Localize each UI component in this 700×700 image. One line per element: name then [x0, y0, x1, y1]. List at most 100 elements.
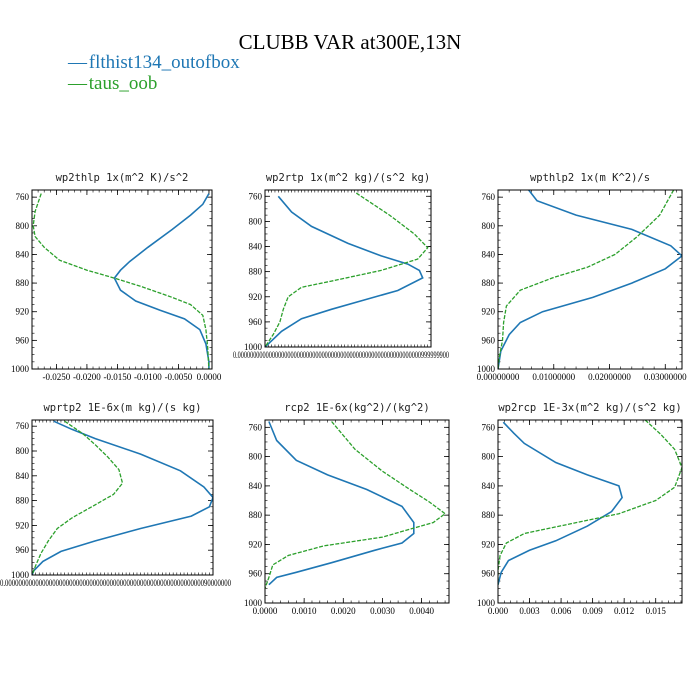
- x-tick-label: 0.01000000: [532, 372, 575, 382]
- legend-label: flthist134_outofbox: [88, 52, 240, 73]
- y-tick-label: 760: [482, 422, 496, 432]
- plot-frame: [497, 419, 683, 604]
- y-tick-label: 920: [482, 539, 496, 549]
- y-tick-label: 800: [249, 452, 263, 462]
- x-tick-label: -0.0050: [165, 372, 193, 382]
- y-tick-label: 960: [482, 569, 496, 579]
- y-tick-label: 840: [16, 471, 30, 481]
- y-tick-label: 1000: [244, 598, 263, 608]
- x-tick-label: -0.0250: [43, 372, 71, 382]
- y-tick-label: 840: [482, 249, 496, 259]
- plot-frame: [264, 189, 432, 348]
- x-tick-label: 0.006: [551, 606, 572, 616]
- series-line-1: [113, 193, 210, 369]
- panel-title: wp2rcp 1E-3x(m^2 kg)/(s^2 kg): [498, 402, 681, 414]
- y-tick-label: 1000: [11, 570, 30, 580]
- y-tick-label: 760: [249, 191, 263, 201]
- y-tick-label: 880: [249, 267, 263, 277]
- x-tick-label: 0.015: [646, 606, 667, 616]
- x-tick-label: 0.0020: [331, 606, 356, 616]
- x-tick-label: 0.0000: [253, 606, 278, 616]
- y-tick-label: 1000: [477, 598, 496, 608]
- x-tick-label: 0.003: [519, 606, 540, 616]
- x-tick-label: -0.0100: [134, 372, 162, 382]
- y-tick-label: 960: [482, 335, 496, 345]
- y-tick-label: 880: [482, 278, 496, 288]
- x-tick-label: 0.00000000000000000000000000000000000000…: [233, 350, 449, 360]
- x-tick-label: 0.012: [614, 606, 634, 616]
- y-tick-label: 840: [482, 481, 496, 491]
- x-tick-label: 0.00000000000000000000000000000000000000…: [0, 578, 231, 588]
- series-line-1: [32, 420, 213, 575]
- y-tick-label: 840: [249, 242, 263, 252]
- panel-title: wpthlp2 1x(m K^2)/s: [530, 172, 650, 184]
- y-tick-label: 840: [16, 249, 30, 259]
- plot-frame: [31, 189, 213, 370]
- plot-frame: [497, 189, 683, 370]
- y-tick-label: 960: [249, 317, 263, 327]
- x-tick-label: 0.000: [488, 606, 509, 616]
- y-tick-label: 960: [16, 335, 30, 345]
- series-line-2: [498, 420, 682, 585]
- x-tick-label: 0.0040: [409, 606, 434, 616]
- y-tick-label: 920: [16, 307, 30, 317]
- legend-label: taus_oob: [88, 73, 158, 94]
- panel-title: wprtp2 1E-6x(m kg)/(s kg): [43, 402, 201, 414]
- legend-entry-series-1: — flthist134_outofbox: [68, 53, 240, 73]
- plot-frame: [264, 419, 450, 604]
- legend-entry-series-2: — taus_oob: [68, 74, 157, 94]
- x-tick-label: 0.0010: [292, 606, 317, 616]
- y-tick-label: 800: [249, 216, 263, 226]
- panel-title: rcp2 1E-6x(kg^2)/(kg^2): [284, 402, 429, 414]
- y-tick-label: 840: [249, 481, 263, 491]
- series-line-1: [498, 190, 682, 369]
- x-tick-label: 0.03000000: [644, 372, 687, 382]
- page-title: CLUBB VAR at300E,13N: [238, 30, 462, 54]
- y-tick-label: 1000: [477, 364, 496, 374]
- series-line-2: [265, 192, 429, 347]
- y-tick-label: 1000: [244, 342, 263, 352]
- panel-title: wp2thlp 1x(m^2 K)/s^2: [56, 172, 189, 184]
- y-tick-label: 800: [16, 446, 30, 456]
- x-tick-label: -0.0200: [73, 372, 101, 382]
- y-tick-label: 920: [249, 539, 263, 549]
- y-tick-label: 760: [249, 422, 263, 432]
- y-tick-label: 880: [16, 496, 30, 506]
- y-tick-label: 800: [482, 221, 496, 231]
- plot-panel-4: wprtp2 1E-6x(m kg)/(s kg) 760 800 840 880 920…: [0, 402, 231, 588]
- y-tick-label: 760: [16, 421, 30, 431]
- series-line-2: [32, 420, 124, 575]
- y-tick-label: 880: [249, 510, 263, 520]
- series-line-1: [498, 421, 623, 585]
- plot-panel-6: wp2rcp 1E-3x(m^2 kg)/(s^2 kg)760 800 840 88…: [477, 402, 683, 616]
- x-tick-label: 0.02000000: [588, 372, 631, 382]
- y-tick-label: 920: [249, 292, 263, 302]
- y-tick-label: 880: [16, 278, 30, 288]
- plot-panel-1: wp2thlp 1x(m^2 K)/s^2 760 800 840 880 920 960 1…: [11, 172, 222, 382]
- y-tick-label: 960: [16, 545, 30, 555]
- y-tick-label: 960: [249, 569, 263, 579]
- x-tick-label: 0.0000: [197, 372, 222, 382]
- y-tick-label: 760: [16, 192, 30, 202]
- legend-swatch: —: [68, 73, 87, 94]
- x-tick-label: 0.009: [583, 606, 604, 616]
- series-line-1: [268, 421, 415, 586]
- series-line-2: [32, 193, 210, 369]
- y-tick-label: 1000: [11, 364, 30, 374]
- plot-panel-3: wpthlp2 1x(m K^2)/s 760 800 840 880 920 960 100…: [477, 172, 688, 382]
- y-tick-label: 800: [16, 221, 30, 231]
- y-tick-label: 920: [16, 520, 30, 530]
- y-tick-label: 760: [482, 192, 496, 202]
- y-tick-label: 920: [482, 307, 496, 317]
- y-tick-label: 800: [482, 452, 496, 462]
- x-tick-label: -0.0150: [104, 372, 132, 382]
- x-tick-label: 0.0030: [370, 606, 395, 616]
- series-line-2: [265, 421, 447, 589]
- series-line-1: [265, 195, 424, 347]
- y-tick-label: 880: [482, 510, 496, 520]
- plot-frame: [31, 419, 214, 576]
- x-tick-label: 0.00000000: [477, 372, 520, 382]
- legend-swatch: —: [68, 52, 87, 73]
- panel-title: wp2rtp 1x(m^2 kg)/(s^2 kg): [266, 172, 430, 184]
